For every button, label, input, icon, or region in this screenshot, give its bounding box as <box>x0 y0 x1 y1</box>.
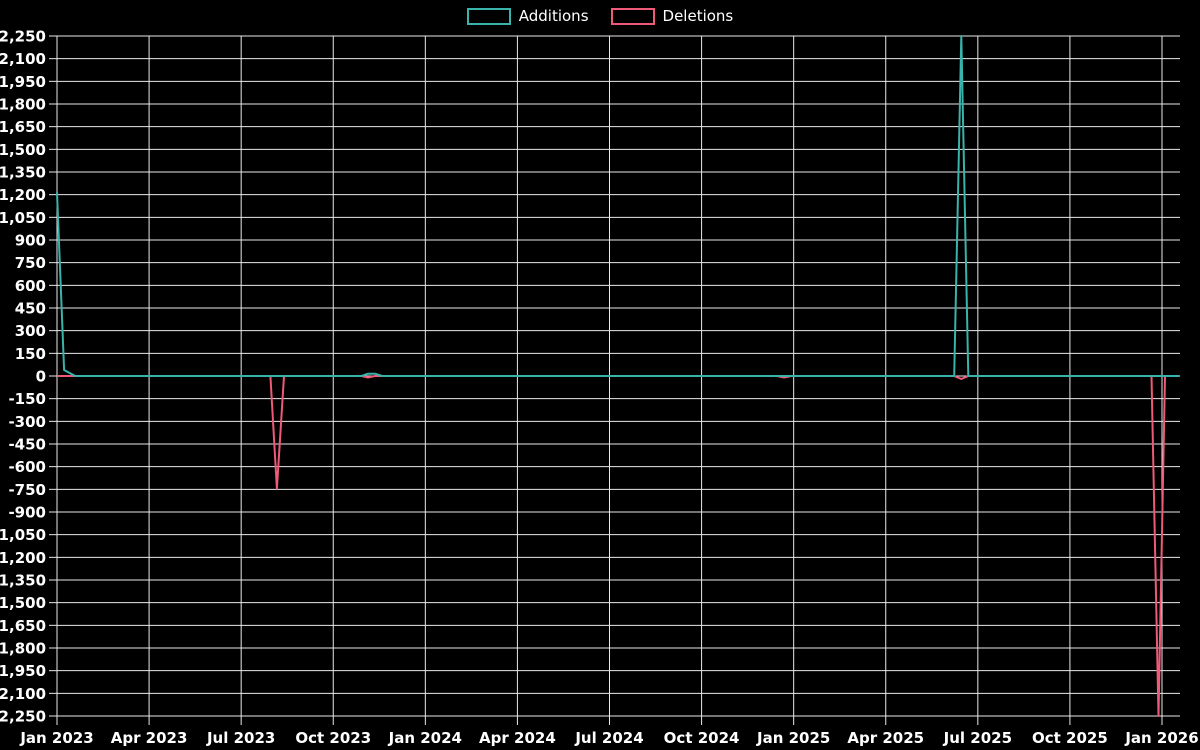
deletions-line <box>57 375 1180 717</box>
y-tick-label: -150 <box>8 390 46 408</box>
deletions-swatch <box>610 7 655 25</box>
y-tick-label: -1,800 <box>0 640 46 658</box>
y-tick-label: 1,650 <box>0 118 46 136</box>
y-tick-label: -1,950 <box>0 662 46 680</box>
y-tick-label: 2,100 <box>0 50 46 68</box>
chart-legend: Additions Deletions <box>0 7 1200 25</box>
y-tick-label: 450 <box>15 300 46 318</box>
y-tick-label: 0 <box>36 368 46 386</box>
x-tick-label: Apr 2025 <box>847 729 924 747</box>
x-tick-label: Apr 2023 <box>111 729 188 747</box>
x-tick-label: Jul 2023 <box>206 729 275 747</box>
legend-item-deletions[interactable]: Deletions <box>610 7 734 25</box>
y-tick-label: -2,250 <box>0 708 46 726</box>
x-tick-label: Jan 2025 <box>756 729 830 747</box>
y-tick-label: -1,500 <box>0 594 46 612</box>
x-tick-label: Jan 2026 <box>1124 729 1198 747</box>
x-tick-label: Oct 2024 <box>664 729 740 747</box>
x-tick-label: Jul 2025 <box>943 729 1012 747</box>
x-tick-label: Jul 2024 <box>574 729 643 747</box>
y-tick-label: -750 <box>8 481 46 499</box>
x-tick-label: Apr 2024 <box>479 729 556 747</box>
y-tick-label: 1,950 <box>0 73 46 91</box>
y-tick-label: 600 <box>15 277 46 295</box>
y-tick-label: 2,250 <box>0 28 46 46</box>
y-tick-label: 1,200 <box>0 186 46 204</box>
legend-label-deletions: Deletions <box>662 7 734 25</box>
y-tick-label: -1,200 <box>0 549 46 567</box>
y-tick-label: 300 <box>15 322 46 340</box>
x-tick-label: Oct 2023 <box>295 729 371 747</box>
legend-item-additions[interactable]: Additions <box>466 7 589 25</box>
y-tick-label: -1,050 <box>0 526 46 544</box>
y-tick-label: 750 <box>15 254 46 272</box>
y-tick-label: 1,050 <box>0 209 46 227</box>
y-tick-label: 1,350 <box>0 164 46 182</box>
y-tick-label: -1,350 <box>0 572 46 590</box>
y-tick-label: -900 <box>8 504 46 522</box>
y-tick-label: -2,100 <box>0 685 46 703</box>
x-tick-label: Oct 2025 <box>1032 729 1108 747</box>
y-tick-label: -600 <box>8 458 46 476</box>
y-tick-label: -450 <box>8 436 46 454</box>
x-tick-label: Jan 2024 <box>388 729 462 747</box>
legend-label-additions: Additions <box>518 7 589 25</box>
x-tick-label: Jan 2023 <box>19 729 93 747</box>
additions-line <box>56 35 1180 377</box>
y-tick-label: -300 <box>8 413 46 431</box>
y-tick-label: 1,500 <box>0 141 46 159</box>
y-tick-label: -1,650 <box>0 617 46 635</box>
additions-swatch <box>466 7 511 25</box>
y-tick-label: 150 <box>15 345 46 363</box>
y-tick-label: 900 <box>15 232 46 250</box>
y-tick-label: 1,800 <box>0 96 46 114</box>
